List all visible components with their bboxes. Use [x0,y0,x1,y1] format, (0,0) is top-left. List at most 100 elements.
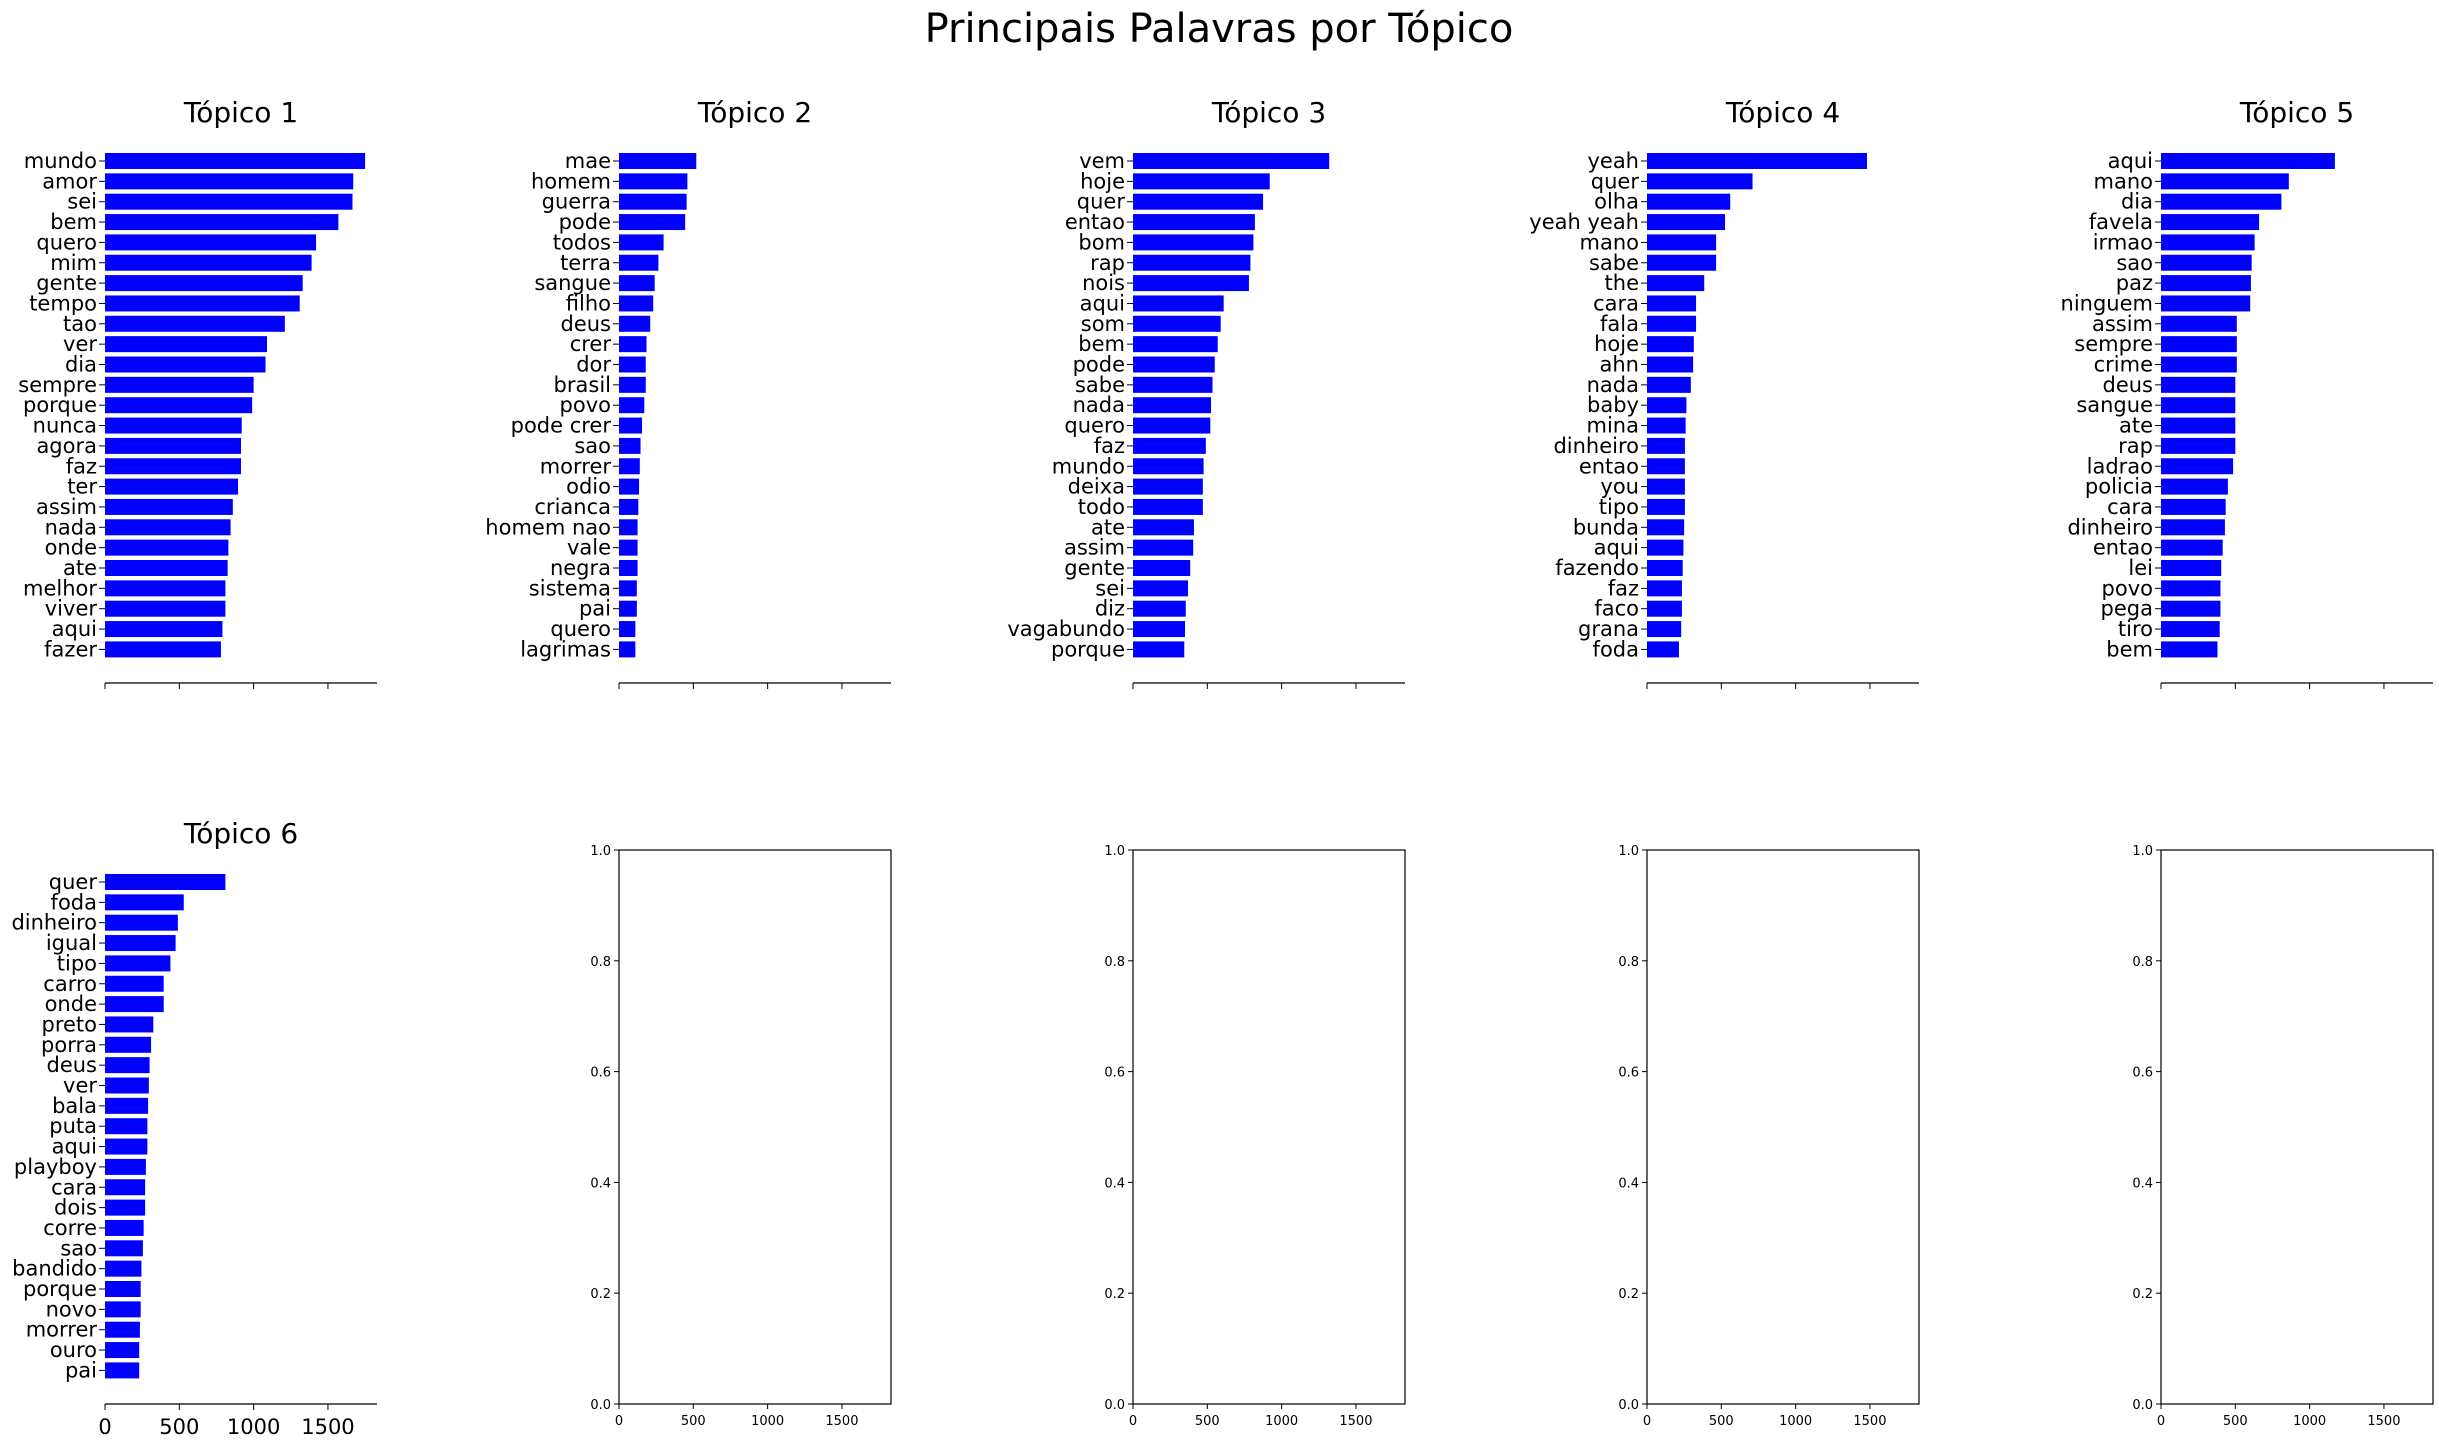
word-label: morrer [26,1318,98,1342]
word-label: todo [1078,495,1125,519]
word-label: quero [1064,414,1125,438]
x-tick-label: 0 [615,1414,623,1429]
y-tick-label: 0.6 [1618,1066,1639,1081]
word-label: bem [1078,332,1125,356]
panel-title: Tópico 6 [183,817,298,850]
bar [2161,376,2236,393]
y-tick-label: 0.6 [1104,1066,1125,1081]
bar [105,336,268,353]
word-label: baby [1587,393,1639,417]
word-label: odio [566,475,611,499]
word-label: lagrimas [520,637,611,661]
bar [2161,234,2255,251]
bar [2161,153,2335,169]
bar [619,600,637,617]
word-label: homem [531,169,611,193]
panel-title: Tópico 2 [697,96,812,129]
word-label: faz [1094,434,1125,458]
bar [105,295,300,312]
bar [1133,498,1203,515]
word-label: ahn [1600,353,1640,377]
x-tick-label: 1000 [1779,1414,1812,1429]
word-label: porque [23,1277,97,1301]
word-label: ninguem [2061,291,2153,315]
word-label: corre [43,1216,97,1240]
word-label: mina [1587,414,1639,438]
bar [1133,478,1203,495]
bar [619,458,640,475]
bar [105,996,164,1013]
word-label: paz [2116,271,2153,295]
word-label: faco [1594,597,1639,621]
x-tick-label: 500 [1195,1414,1220,1429]
bar [105,1199,146,1216]
bar [105,1179,146,1196]
word-label: tempo [29,291,97,315]
word-label: dinheiro [11,911,97,935]
topic-panel-1: Tópico 1 mundoamorseibemqueromimgentetemp… [18,96,377,689]
bar [2161,356,2237,373]
word-label: brasil [554,373,611,397]
word-label: morrer [540,454,612,478]
word-label: novo [46,1297,97,1321]
x-tick-label: 0 [98,1415,111,1439]
word-label: rap [1090,251,1125,275]
bar [105,254,312,271]
bar [2161,437,2236,454]
empty-panel-8: 0.0 0.2 0.4 0.6 0.8 1.0 0 500 1000 1500 [1104,844,1406,1429]
word-label: bandido [12,1257,97,1281]
word-label: crianca [534,495,611,519]
bar [1647,519,1685,536]
bar [105,397,253,414]
panel-title: Tópico 4 [1725,96,1840,129]
bar [1133,437,1206,454]
bar [619,356,646,373]
x-tick-label: 1500 [1339,1414,1372,1429]
bar [105,975,164,992]
word-label: igual [46,931,97,955]
bar [105,376,254,393]
bar [1133,580,1188,597]
word-label: tipo [1599,495,1639,519]
word-label: gente [36,271,97,295]
x-tick-label: 1000 [751,1414,784,1429]
word-label: quer [1591,169,1640,193]
x-tick-label: 1000 [1265,1414,1298,1429]
bar [105,1260,142,1277]
bar [105,1301,141,1318]
word-label: sao [2116,251,2153,275]
bar [105,234,317,251]
word-label: assim [36,495,97,519]
bar [2161,173,2289,190]
y-tick-label: 1.0 [1618,844,1639,859]
word-label: sistema [529,576,611,600]
bar [2161,295,2251,312]
y-tick-label: 0.4 [1104,1176,1125,1191]
empty-panel-7: 0.0 0.2 0.4 0.6 0.8 1.0 0 500 1000 1500 [590,844,892,1429]
word-label: todos [553,230,611,254]
bar [619,275,655,292]
empty-panel-9: 0.0 0.2 0.4 0.6 0.8 1.0 0 500 1000 1500 [1618,844,1920,1429]
y-tick-label: 0.8 [1618,955,1639,970]
bar [1133,214,1255,231]
word-label: the [1605,271,1639,295]
bar [1647,621,1682,638]
bar [105,275,303,292]
axes-frame [1646,849,1920,1405]
word-label: entao [1065,210,1125,234]
bar [105,214,339,231]
bar [1133,519,1194,536]
word-label: quero [550,617,611,641]
word-label: assim [1064,536,1125,560]
bar [105,1138,148,1155]
word-label: melhor [23,576,97,600]
bar [2161,580,2221,597]
bar [1647,315,1697,332]
bar [105,1281,141,1297]
y-tick-label: 1.0 [1104,844,1125,859]
word-label: ouro [50,1338,97,1362]
bar [619,437,641,454]
bar [619,641,636,658]
word-label: cara [2107,495,2153,519]
word-label: sao [574,434,611,458]
